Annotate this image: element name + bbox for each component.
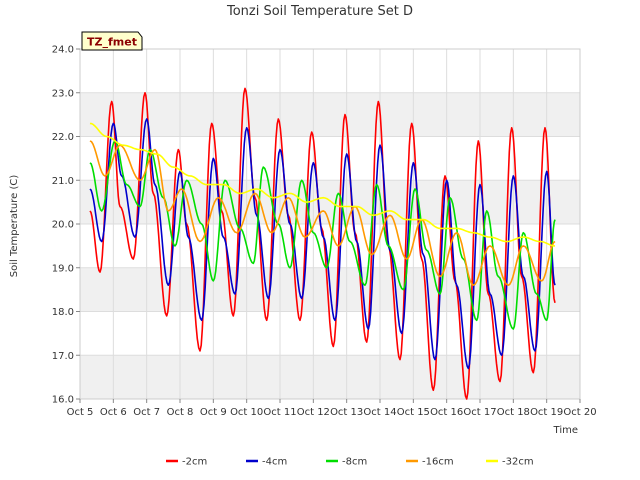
legend-item: -8cm <box>326 457 367 468</box>
legend-label: -8cm <box>342 457 367 468</box>
y-tick-label: 22.0 <box>52 132 74 143</box>
y-tick-label: 24.0 <box>52 45 74 56</box>
badge-label: TZ_fmet <box>87 36 137 49</box>
x-tick-label: Oct 5 <box>67 407 94 418</box>
x-tick-label: Oct 15 <box>397 407 430 418</box>
plot-background <box>80 49 580 399</box>
series-line-minus-32cm <box>89 122 556 247</box>
series-line-minus-16cm <box>89 140 556 286</box>
legend-item: -2cm <box>166 457 207 468</box>
x-tick-label: Oct 14 <box>363 407 396 418</box>
series-line-minus-4cm <box>89 118 556 370</box>
x-tick-label: Oct 13 <box>330 407 363 418</box>
legend-item: -4cm <box>246 457 287 468</box>
legend: -2cm -4cm -8cm -16cm -32cm <box>166 457 534 468</box>
legend-label: -2cm <box>182 457 207 468</box>
station-badge: TZ_fmet <box>81 31 143 51</box>
plot-band <box>80 92 580 137</box>
x-tick-label: Oct 20 <box>563 407 596 418</box>
y-tick-label: 23.0 <box>52 88 74 99</box>
y-tick-label: 19.0 <box>52 263 74 274</box>
y-tick-label: 20.0 <box>52 220 74 231</box>
y-tick-label: 21.0 <box>52 176 74 187</box>
y-axis-label: Soil Temperature (C) <box>9 175 20 278</box>
chart-title: Tonzi Soil Temperature Set D <box>226 4 413 19</box>
y-tick-label: 18.0 <box>52 307 74 318</box>
y-tick-label: 17.0 <box>52 351 74 362</box>
series-layer <box>89 87 556 400</box>
legend-label: -16cm <box>422 457 454 468</box>
y-axis-ticks: 16.0 17.0 18.0 19.0 20.0 21.0 22.0 23.0 24.0 <box>52 45 80 406</box>
x-axis-ticks: Oct 5 Oct 6 Oct 7 Oct 8 Oct 9 Oct 10 Oct 11 Oct… <box>67 399 597 418</box>
x-tick-label: Oct 16 <box>430 407 463 418</box>
legend-label: -4cm <box>262 457 287 468</box>
legend-item: -32cm <box>486 457 534 468</box>
plot-band <box>80 49 580 93</box>
x-tick-label: Oct 6 <box>100 407 127 418</box>
legend-item: -16cm <box>406 457 454 468</box>
y-tick-label: 16.0 <box>52 395 74 406</box>
plot-band <box>80 136 580 181</box>
x-tick-label: Oct 8 <box>167 407 194 418</box>
legend-label: -32cm <box>502 457 534 468</box>
x-tick-label: Oct 18 <box>497 407 530 418</box>
x-axis-label: Time <box>553 425 578 436</box>
x-tick-label: Oct 12 <box>297 407 330 418</box>
x-tick-label: Oct 7 <box>133 407 160 418</box>
plot-band <box>80 355 580 399</box>
x-tick-label: Oct 11 <box>263 407 296 418</box>
x-tick-label: Oct 9 <box>200 407 227 418</box>
x-tick-label: Oct 19 <box>530 407 563 418</box>
x-tick-label: Oct 17 <box>463 407 496 418</box>
badge-box <box>81 31 143 51</box>
x-tick-label: Oct 10 <box>230 407 263 418</box>
